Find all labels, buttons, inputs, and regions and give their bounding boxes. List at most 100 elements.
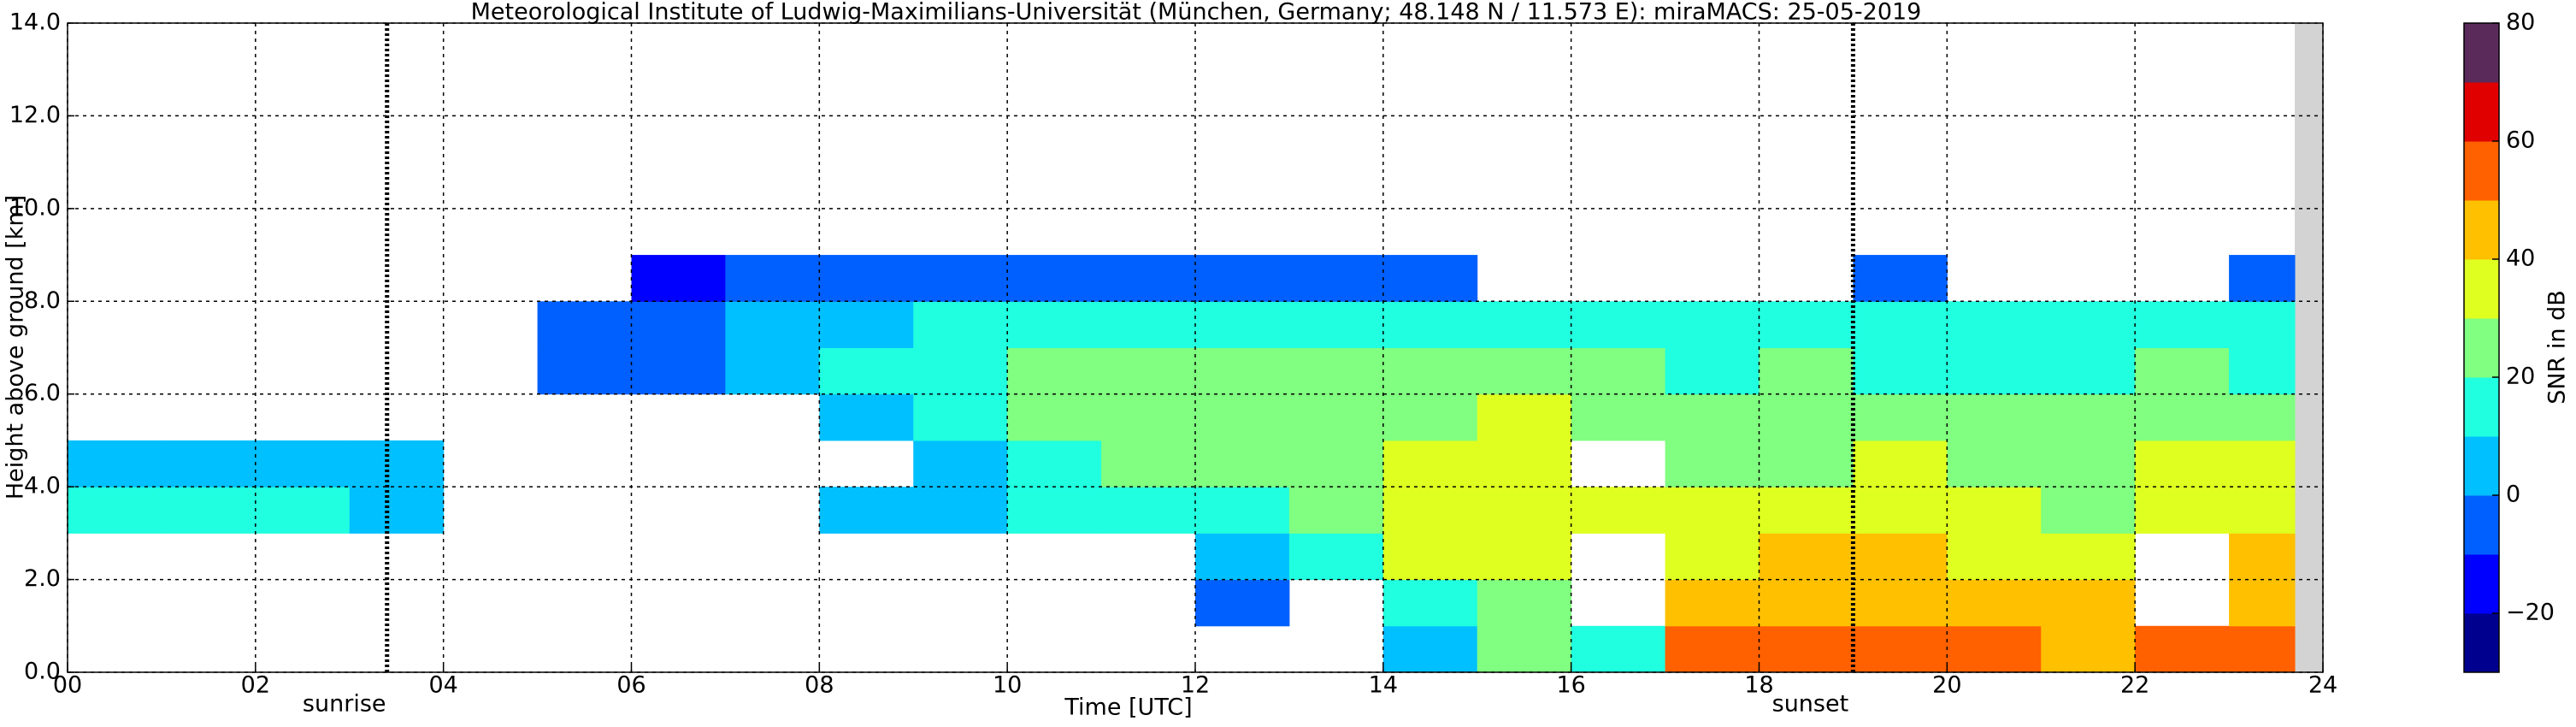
y-tick-label: 12.0 (9, 102, 61, 128)
colorbar-band (2464, 554, 2499, 614)
heat-cell (1382, 487, 1478, 534)
heat-cell (1853, 533, 1948, 581)
heat-cell (537, 301, 632, 348)
heat-cell (255, 440, 351, 488)
x-tick-label: 02 (241, 672, 270, 699)
heat-cell (1759, 533, 1854, 581)
heat-cell (1477, 301, 1572, 348)
heat-cell (913, 347, 1008, 395)
colorbar-frame (2463, 22, 2500, 673)
heat-cell (1759, 393, 1854, 441)
heat-cell (161, 487, 256, 534)
heat-cell (2041, 301, 2136, 348)
heat-cell (913, 301, 1008, 348)
colorbar-tick-label: 20 (2506, 364, 2535, 390)
heat-cell (2041, 393, 2136, 441)
x-tick-label: 24 (2308, 672, 2337, 699)
heat-cell (2229, 579, 2296, 627)
heat-cell (1195, 533, 1290, 581)
heat-cell (819, 487, 914, 534)
heat-cell (2229, 487, 2296, 534)
heat-cell (1853, 393, 1948, 441)
heat-cell (1288, 393, 1384, 441)
heat-cell (1759, 487, 1854, 534)
heat-cell (1947, 533, 2042, 581)
heat-cell (1853, 440, 1948, 488)
heat-cell (1195, 393, 1290, 441)
colorbar-tick-label: 80 (2506, 9, 2535, 36)
heat-cell (1665, 533, 1760, 581)
heat-cell (1571, 301, 1666, 348)
heat-cell (1382, 625, 1478, 673)
heat-cell (631, 347, 726, 395)
heat-cell (1947, 393, 2042, 441)
colorbar-tick-label: 60 (2506, 127, 2535, 154)
heat-cell (2229, 533, 2296, 581)
annotation-label: sunset (1772, 691, 1849, 718)
heat-cell (1288, 301, 1384, 348)
colorbar-band (2464, 613, 2499, 673)
heat-cell (1007, 347, 1102, 395)
colorbar-tick-label: 0 (2506, 482, 2520, 508)
x-tick-label: 16 (1556, 672, 1585, 699)
heat-cell (2229, 347, 2296, 395)
x-tick-label: 00 (53, 672, 82, 699)
heat-cell (2041, 487, 2136, 534)
heat-cell (1665, 579, 1760, 627)
heat-cell (2135, 347, 2230, 395)
heat-cell (1477, 625, 1572, 673)
y-tick-label: 6.0 (24, 380, 61, 406)
x-tick-label: 10 (993, 672, 1022, 699)
heat-cell (1665, 393, 1760, 441)
heat-cell (819, 255, 914, 302)
heat-cell (1477, 393, 1572, 441)
heat-cell (1382, 301, 1478, 348)
heat-cell (819, 301, 914, 348)
heat-cell (1382, 393, 1478, 441)
heat-cell (1195, 440, 1290, 488)
colorbar-band (2464, 318, 2499, 378)
heat-cell (2135, 625, 2230, 673)
heat-cell (2135, 393, 2230, 441)
heat-cell (1665, 625, 1760, 673)
heat-cell (1759, 579, 1854, 627)
heat-cell (2041, 440, 2136, 488)
heat-cell (349, 487, 445, 534)
heat-cell (1195, 301, 1290, 348)
heat-cell (1382, 579, 1478, 627)
heat-cell (1853, 579, 1948, 627)
heat-cell (1007, 301, 1102, 348)
heat-cell (1947, 347, 2042, 395)
colorbar-tick-label: 40 (2506, 245, 2535, 272)
heat-cell (1571, 393, 1666, 441)
heat-cell (2041, 579, 2136, 627)
heat-cell (725, 347, 820, 395)
heat-cell (1007, 393, 1102, 441)
heat-cell (1947, 440, 2042, 488)
heat-cell (2229, 625, 2296, 673)
heat-cell (1947, 625, 2042, 673)
heat-cell (2229, 440, 2296, 488)
heat-cell (1853, 487, 1948, 534)
y-tick-label: 14.0 (9, 9, 61, 36)
heat-cell (2229, 301, 2296, 348)
heat-cell (1007, 255, 1102, 302)
heat-cell (631, 301, 726, 348)
no-data-region (2295, 23, 2323, 672)
heat-cell (161, 440, 256, 488)
heat-cell (1288, 255, 1384, 302)
heat-cell (1288, 347, 1384, 395)
heat-cell (68, 440, 162, 488)
colorbar-band (2464, 82, 2499, 142)
x-tick-label: 14 (1369, 672, 1398, 699)
heat-cell (913, 255, 1008, 302)
heat-cell (1477, 533, 1572, 581)
heat-cell (631, 255, 726, 302)
heat-cell (1382, 440, 1478, 488)
colorbar-band (2464, 259, 2499, 319)
x-tick-label: 04 (428, 672, 457, 699)
heat-cell (537, 347, 632, 395)
heat-cell (1288, 487, 1384, 534)
x-tick-label: 06 (616, 672, 645, 699)
